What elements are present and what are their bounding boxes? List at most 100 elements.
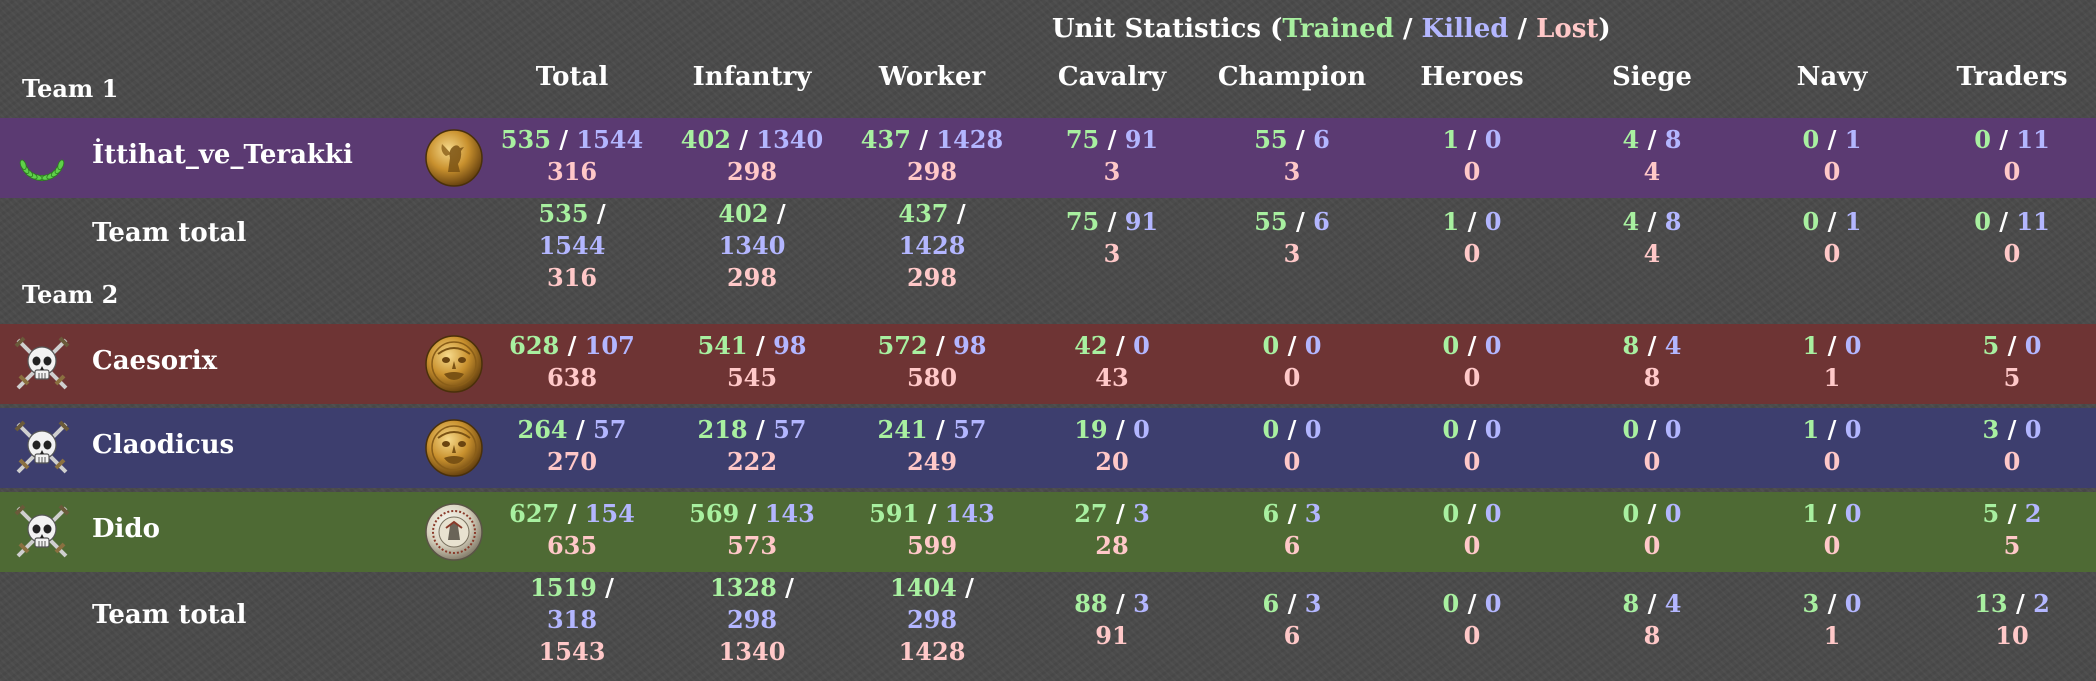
column-header-cavalry: Cavalry: [1057, 62, 1167, 92]
stat-separator: /: [1459, 499, 1485, 528]
stat-separator: /: [559, 499, 585, 528]
killed-value: 91: [1124, 207, 1159, 236]
lost-value: 0: [2003, 157, 2021, 186]
lost-value: 1340: [718, 637, 786, 666]
killed-value: 3: [1133, 589, 1150, 618]
lost-value: 20: [1095, 447, 1129, 476]
stat-separator: /: [910, 125, 937, 154]
lost-value: 222: [726, 447, 778, 476]
lost-value: 545: [726, 363, 778, 392]
trained-value: 591: [869, 499, 920, 528]
stat-cell-worker: 437 / 1428 298: [842, 124, 1022, 188]
trained-value: 0: [1802, 125, 1820, 154]
killed-value: 57: [773, 415, 807, 444]
player-color-band: [0, 492, 2096, 572]
stat-separator: /: [1819, 331, 1845, 360]
killed-value: 2: [2033, 589, 2050, 618]
trained-value: 1: [1442, 207, 1460, 236]
column-header-navy: Navy: [1796, 62, 1868, 92]
player-row: İttihat_ve_Terakki 535 / 1544 316 402 / 13…: [0, 118, 2096, 198]
killed-value: 1: [1844, 207, 1862, 236]
silver-carthage-emblem: [424, 502, 484, 562]
lost-value: 298: [906, 263, 958, 292]
lost-value: 0: [2003, 239, 2021, 268]
killed-value: 11: [2016, 207, 2050, 236]
trained-value: 88: [1074, 589, 1108, 618]
stat-cell-total: 535 / 1544 316: [482, 198, 662, 294]
stat-separator: /: [1639, 207, 1665, 236]
stat-separator: /: [1819, 125, 1845, 154]
stat-cell-infantry: 541 / 98 545: [662, 330, 842, 394]
lost-value: 4: [1643, 239, 1661, 268]
lost-value: 316: [546, 263, 598, 292]
stat-separator: /: [776, 573, 794, 602]
killed-value: 8: [1664, 125, 1682, 154]
stat-separator: /: [559, 331, 585, 360]
lost-value: 316: [546, 157, 598, 186]
stat-separator: /: [1639, 331, 1665, 360]
stat-separator: /: [927, 331, 954, 360]
lost-value: 0: [1823, 531, 1841, 560]
stat-separator: /: [747, 331, 774, 360]
trained-value: 0: [1622, 499, 1640, 528]
stat-separator: /: [588, 199, 606, 228]
lost-value: 0: [1463, 447, 1481, 476]
heading-sep1: /: [1393, 14, 1422, 44]
player-color-band: [0, 118, 2096, 198]
trained-value: 0: [1442, 589, 1460, 618]
killed-value: 8: [1664, 207, 1682, 236]
killed-value: 0: [1484, 331, 1502, 360]
lost-value: 0: [1463, 157, 1481, 186]
stat-separator: /: [596, 573, 614, 602]
trained-value: 1: [1802, 415, 1820, 444]
heading-sep2: /: [1508, 14, 1537, 44]
killed-value: 0: [1133, 331, 1150, 360]
trained-value: 535: [538, 199, 589, 228]
stat-separator: /: [948, 199, 966, 228]
stat-separator: /: [1639, 415, 1665, 444]
stat-cell-total: 264 / 57 270: [482, 414, 662, 478]
lost-value: 0: [1283, 363, 1301, 392]
trained-value: 3: [1982, 415, 2000, 444]
killed-value: 3: [1133, 499, 1150, 528]
stat-cell-traders: 0 / 11 0: [1922, 206, 2096, 270]
stat-cell-infantry: 402 / 1340 298: [662, 124, 842, 188]
column-header-total: Total: [535, 62, 609, 92]
trained-value: 1: [1442, 125, 1460, 154]
lost-value: 6: [1283, 621, 1301, 650]
stat-cell-worker: 437 / 1428 298: [842, 198, 1022, 294]
killed-value: 57: [953, 415, 987, 444]
team-total-row: Team total 1519 /318 1543 1328 /298 1340 1404…: [0, 572, 2096, 668]
trained-value: 42: [1074, 331, 1108, 360]
stat-separator: /: [567, 415, 594, 444]
stat-separator: /: [1639, 589, 1665, 618]
stat-separator: /: [730, 125, 757, 154]
stat-separator: /: [1279, 499, 1305, 528]
lost-value: 0: [1823, 239, 1841, 268]
lost-value: 1543: [538, 637, 606, 666]
trained-value: 0: [1974, 207, 1991, 236]
lost-value: 0: [1643, 531, 1661, 560]
stat-separator: /: [1279, 415, 1305, 444]
lost-value: 3: [1283, 157, 1301, 186]
trained-value: 55: [1254, 125, 1288, 154]
player-name: İttihat_ve_Terakki: [92, 140, 353, 170]
lost-value: 1: [1823, 363, 1841, 392]
player-row: Dido 627 / 154 635 569 / 143 573 591 / 143 59…: [0, 492, 2096, 572]
stat-cell-worker: 591 / 143 599: [842, 498, 1022, 562]
stat-cell-total: 535 / 1544 316: [482, 124, 662, 188]
player-color-band: [0, 324, 2096, 404]
stat-separator: /: [1107, 499, 1134, 528]
killed-value: 98: [953, 331, 987, 360]
stat-separator: /: [1819, 207, 1845, 236]
stat-separator: /: [1107, 589, 1134, 618]
trained-value: 627: [509, 499, 560, 528]
killed-value: 57: [593, 415, 627, 444]
killed-value: 107: [584, 331, 635, 360]
